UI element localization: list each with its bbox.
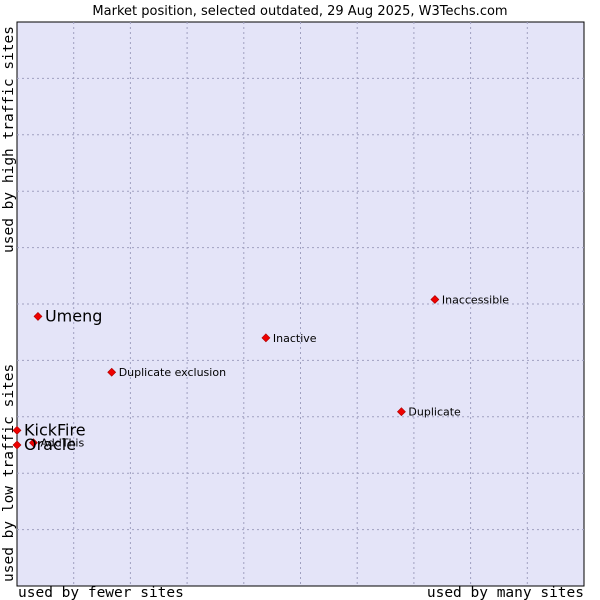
point-umeng[interactable]: Umeng [33, 306, 102, 325]
point-label: Umeng [45, 306, 102, 325]
point-label: KickFire [24, 420, 86, 439]
point-label: Oracle [24, 435, 76, 454]
point-label: Duplicate [408, 406, 461, 419]
chart-title: Market position, selected outdated, 29 A… [92, 4, 507, 19]
point-marker[interactable] [12, 440, 22, 450]
point-marker[interactable] [430, 295, 440, 304]
point-label: AddThis [40, 437, 84, 450]
point-duplicate-exclusion[interactable]: Duplicate exclusion [107, 366, 226, 379]
x-axis-label-left: used by fewer sites [18, 585, 184, 600]
y-axis-label-bottom: used by low traffic sites [1, 364, 17, 582]
grid-lines [17, 22, 584, 586]
point-marker[interactable] [29, 438, 38, 448]
point-marker[interactable] [397, 407, 406, 417]
y-axis-label-top: used by high traffic sites [1, 26, 17, 253]
point-kickfire[interactable]: KickFire [12, 420, 86, 439]
point-addthis[interactable]: AddThis [29, 437, 84, 450]
point-marker[interactable] [107, 367, 117, 377]
point-label: Inactive [273, 332, 317, 345]
point-marker[interactable] [12, 425, 22, 435]
data-points: Inaccessible Umeng Inactive Duplicate exclu… [12, 293, 509, 454]
point-label: Duplicate exclusion [119, 366, 226, 379]
point-oracle[interactable]: Oracle [12, 435, 76, 454]
x-axis-label-right: used by many sites [427, 585, 584, 600]
point-duplicate[interactable]: Duplicate [397, 406, 461, 419]
point-marker[interactable] [261, 333, 271, 343]
point-inaccessible[interactable]: Inaccessible [430, 293, 509, 306]
point-label: Inaccessible [442, 293, 509, 306]
point-marker[interactable] [33, 311, 43, 321]
point-inactive[interactable]: Inactive [261, 332, 317, 345]
